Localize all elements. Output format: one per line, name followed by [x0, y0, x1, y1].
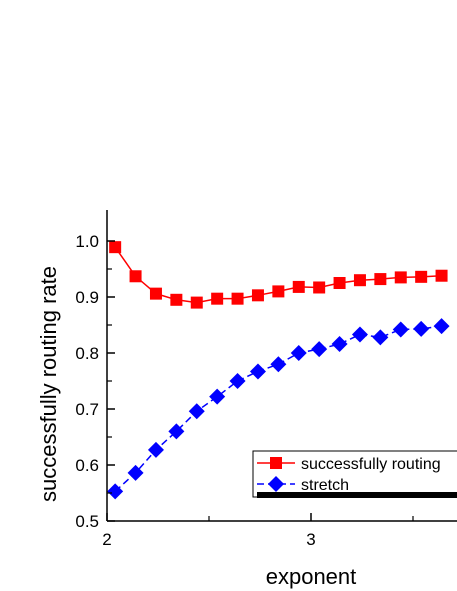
data-point	[168, 423, 185, 440]
data-point	[147, 441, 164, 458]
data-point	[251, 289, 264, 302]
y-tick-label: 0.5	[75, 512, 99, 531]
legend-label: stretch	[301, 477, 349, 494]
y-tick-label: 0.9	[75, 288, 99, 307]
data-point	[211, 292, 224, 305]
data-point	[292, 280, 305, 293]
data-point	[290, 345, 307, 361]
data-point	[372, 329, 389, 346]
data-point	[394, 271, 407, 284]
data-point	[209, 388, 226, 405]
y-tick-label: 0.6	[75, 456, 99, 475]
data-point	[129, 270, 142, 283]
data-point	[149, 287, 162, 300]
legend-marker	[268, 476, 284, 492]
x-axis-title: exponent	[266, 564, 357, 589]
data-point	[351, 326, 368, 343]
data-point	[313, 281, 326, 294]
data-point	[333, 277, 346, 289]
data-point	[229, 373, 246, 389]
data-point	[190, 296, 203, 309]
y-tick-label: 0.8	[75, 344, 99, 363]
data-point	[353, 274, 366, 287]
x-tick-label: 3	[306, 530, 315, 549]
data-point	[270, 356, 287, 373]
data-point	[249, 363, 266, 380]
series-stretch	[107, 318, 450, 500]
legend: successfully routing stretch	[252, 450, 457, 498]
data-point	[188, 403, 205, 420]
series-layer	[107, 241, 450, 500]
data-point	[170, 293, 183, 306]
axes	[106, 210, 457, 522]
data-point	[311, 341, 328, 358]
legend-marker	[270, 457, 282, 469]
series-successfully-routing	[109, 241, 448, 309]
legend-label: successfully routing	[301, 456, 441, 473]
data-point	[413, 320, 430, 337]
y-axis-title: successfully routing rate	[36, 266, 61, 502]
x-tick-label: 2	[102, 530, 111, 549]
data-point	[433, 318, 450, 335]
legend-shadow	[257, 492, 457, 498]
data-point	[374, 273, 387, 286]
legend-box	[252, 450, 457, 498]
data-point	[415, 270, 428, 283]
data-point	[435, 269, 448, 282]
data-point	[109, 241, 122, 254]
y-tick-label: 1.0	[75, 232, 99, 251]
data-point	[272, 285, 285, 298]
data-point	[231, 292, 244, 305]
ticks: 0.5 0.6 0.7 0.8 0.9 1.0 2 3	[75, 232, 414, 549]
data-point	[392, 321, 409, 338]
data-point	[107, 483, 124, 500]
data-point	[127, 464, 144, 481]
data-point	[331, 336, 348, 353]
y-tick-label: 0.7	[75, 400, 99, 419]
